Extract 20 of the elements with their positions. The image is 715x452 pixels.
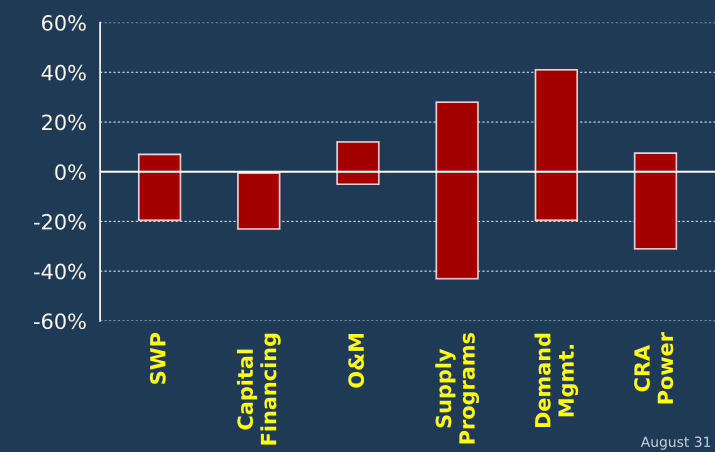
x-tick-label: Demand Mgmt. [534,334,578,428]
x-tick-label: Supply Programs [435,333,480,444]
bar [634,152,678,250]
bar [435,101,479,280]
bar [534,69,578,222]
x-tick-label: Capital Financing [236,334,281,444]
x-tick-label: O&M [348,334,364,388]
y-tick-label: 20% [42,114,86,130]
y-tick-label: 60% [42,15,86,31]
x-tick-label: CRA Power [634,332,674,404]
y-tick-label: -40% [34,264,86,280]
y-tick-label: 0% [55,164,86,180]
bar [237,172,280,230]
y-tick-label: -20% [34,214,86,230]
bar [336,141,380,186]
y-tick-label: 40% [42,64,86,81]
y-tick-label: -60% [34,313,86,330]
x-tick-label: SWP [150,332,166,384]
text: August 31 [640,436,710,450]
bar [138,154,182,222]
